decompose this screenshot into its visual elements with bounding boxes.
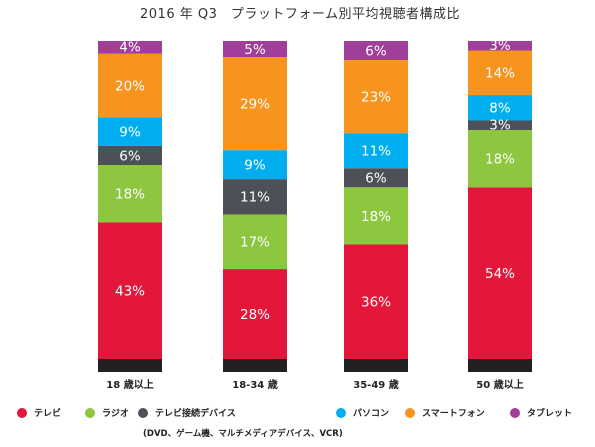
bar-base — [468, 359, 532, 372]
legend-swatch — [405, 408, 415, 418]
legend-label: タブレット — [527, 407, 572, 419]
legend-label: スマートフォン — [422, 408, 485, 419]
legend-note: (DVD、ゲーム機、マルチメディアデバイス、VCR) — [143, 428, 343, 439]
data-label: 8% — [489, 101, 511, 117]
bar-segment — [98, 222, 162, 359]
bar-segment — [98, 117, 162, 146]
data-label: 9% — [119, 124, 141, 140]
segment-labels-layer: 43% 18% 6% 9% 20% 4% 28% 17% 11% 9% 29% 5% 36% 18% 6% 1… — [115, 38, 515, 323]
data-label: 11% — [361, 144, 391, 160]
bar-segment — [468, 95, 532, 121]
bar-segment — [223, 57, 287, 151]
bar-segment — [344, 168, 408, 188]
bar-segment — [468, 50, 532, 96]
legend-swatch — [510, 408, 520, 418]
bar-segment — [223, 150, 287, 180]
data-label: 54% — [485, 266, 515, 282]
bar-segment — [344, 60, 408, 134]
data-label: 17% — [240, 235, 270, 251]
chart-title: 2016 年 Q3 プラットフォーム別平均視聴者構成比 — [140, 7, 460, 22]
bar-segment — [98, 145, 162, 166]
legend-swatch — [17, 408, 27, 418]
data-label: 3% — [489, 38, 511, 54]
legend-swatch — [336, 408, 346, 418]
data-label: 6% — [119, 148, 141, 164]
bar-segment — [468, 130, 532, 188]
bar-segment — [98, 41, 162, 54]
legend-swatch — [138, 408, 148, 418]
data-label: 18% — [361, 209, 391, 225]
bar-segment — [468, 187, 532, 359]
data-label: 29% — [240, 96, 270, 112]
legend-label: テレビ接続デバイス — [155, 407, 236, 419]
legend-swatch — [85, 408, 95, 418]
data-label: 23% — [361, 90, 391, 106]
bar-segment — [98, 165, 162, 223]
bar-segment — [223, 41, 287, 58]
data-label: 6% — [365, 43, 387, 59]
legend-label: テレビ — [34, 407, 61, 419]
legend: テレビ ラジオ テレビ接続デバイス パソコン スマートフォン タブレット (DVD、ゲーム機… — [17, 407, 572, 439]
bar-segment — [468, 120, 532, 131]
data-label: 18% — [115, 187, 145, 203]
legend-label: パソコン — [353, 407, 389, 419]
bars-layer — [98, 41, 532, 372]
bar-segment — [223, 214, 287, 270]
bar-segment — [344, 244, 408, 359]
data-label: 6% — [365, 171, 387, 187]
data-label: 11% — [240, 190, 270, 206]
data-label: 9% — [244, 158, 266, 174]
data-label: 18% — [485, 152, 515, 168]
bar-base — [98, 359, 162, 372]
data-label: 14% — [485, 66, 515, 82]
bar-base — [344, 359, 408, 372]
data-label: 43% — [115, 283, 145, 299]
bar-segment — [223, 269, 287, 359]
data-label: 36% — [361, 295, 391, 311]
bar-base — [223, 359, 287, 372]
legend-label: ラジオ — [102, 408, 129, 419]
bar-segment — [344, 41, 408, 61]
bar-segment — [344, 187, 408, 245]
category-label: 18-34 歳 — [232, 378, 277, 391]
bar-segment — [344, 133, 408, 169]
category-label: 35-49 歳 — [353, 378, 398, 391]
data-label: 4% — [119, 40, 141, 56]
category-label: 18 歳以上 — [106, 378, 153, 391]
bar-segment — [98, 53, 162, 118]
category-labels-layer: 18 歳以上 18-34 歳 35-49 歳 50 歳以上 — [106, 378, 523, 391]
data-label: 3% — [489, 118, 511, 134]
bar-segment — [223, 179, 287, 215]
data-label: 5% — [244, 42, 266, 58]
data-label: 28% — [240, 307, 270, 323]
data-label: 20% — [115, 78, 145, 94]
category-label: 50 歳以上 — [476, 378, 523, 391]
bar-segment — [468, 41, 532, 51]
